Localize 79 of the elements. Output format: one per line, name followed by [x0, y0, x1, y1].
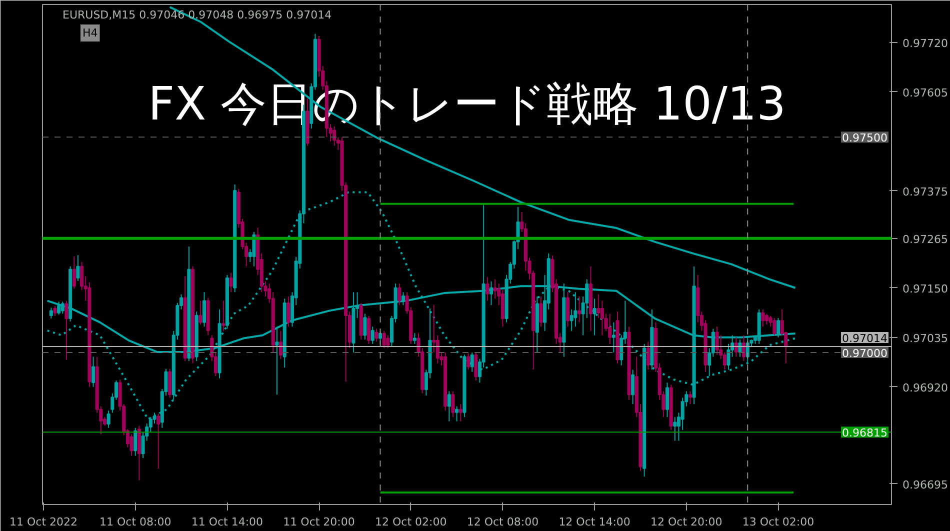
candlestick	[665, 382, 670, 418]
candlestick	[772, 318, 776, 336]
x-tick-label: 12 Oct 02:00	[375, 516, 447, 528]
candlestick	[49, 307, 53, 319]
y-tick-label: 0.97605	[902, 86, 948, 100]
y-tick-label: 0.96695	[902, 478, 948, 492]
candlestick	[458, 404, 462, 422]
x-tick-label: 13 Oct 02:00	[742, 516, 814, 528]
candlestick	[374, 328, 378, 342]
candlestick	[715, 326, 719, 356]
candlestick	[278, 330, 283, 360]
candlestick	[130, 434, 134, 456]
y-tick-label: 0.97375	[902, 185, 948, 198]
candlestick	[60, 301, 64, 314]
candlestick	[76, 254, 80, 282]
candlestick	[764, 313, 769, 325]
candlestick	[455, 406, 459, 422]
candlestick	[539, 296, 543, 328]
ref-line-label: 0.96815	[842, 426, 888, 440]
candlestick	[688, 390, 692, 405]
candlestick	[286, 296, 290, 328]
candlestick	[673, 416, 677, 442]
annotation: H4	[82, 26, 98, 40]
x-tick-label: 11 Oct 14:00	[191, 516, 264, 528]
y-tick-label: 0.97265	[902, 232, 948, 246]
candlestick	[363, 313, 367, 340]
candlestick	[451, 390, 455, 418]
candlestick	[156, 413, 160, 470]
candlestick	[470, 352, 474, 372]
candlestick	[53, 305, 57, 316]
candlestick	[466, 352, 470, 370]
candlestick	[202, 292, 206, 328]
ref-line-label: 0.97000	[842, 346, 888, 360]
candlestick	[596, 294, 600, 319]
candlestick	[646, 341, 650, 370]
candlestick	[91, 356, 96, 388]
candlestick	[398, 283, 402, 306]
candlestick	[486, 276, 490, 302]
x-tick-label: 12 Oct 14:00	[558, 516, 630, 528]
candlestick	[382, 330, 386, 349]
y-tick-label: 0.96920	[902, 381, 948, 394]
candlestick	[608, 313, 612, 344]
candlestick	[229, 272, 233, 293]
candlestick	[64, 300, 68, 360]
ref-line-label: 0.97500	[842, 132, 888, 145]
x-tick-label: 11 Oct 08:00	[100, 516, 172, 528]
x-tick-label: 12 Oct 20:00	[650, 516, 722, 528]
candlestick	[574, 292, 578, 328]
candlestick	[412, 332, 416, 344]
candlestick	[386, 334, 390, 349]
candlestick	[631, 369, 635, 405]
candlestick	[198, 300, 202, 325]
candlestick	[57, 301, 61, 316]
y-tick-label: 0.97035	[902, 332, 948, 345]
candlestick	[222, 300, 226, 332]
candlestick	[566, 292, 570, 328]
x-tick-label: 11 Oct 20:00	[283, 516, 355, 528]
candlestick	[72, 256, 76, 290]
candlestick	[370, 326, 374, 344]
candlestick	[761, 308, 765, 328]
candlestick	[493, 278, 497, 300]
candlestick	[474, 352, 478, 381]
x-tick-label: 12 Oct 08:00	[466, 516, 539, 528]
x-tick-label: 11 Oct 2022	[10, 516, 78, 528]
candlestick	[401, 292, 405, 306]
candlestick	[447, 390, 451, 422]
candlestick	[592, 298, 596, 336]
chart-subtitle: EURUSD,M15 0.97046 0.97048 0.96975 0.97014	[62, 8, 332, 22]
candlestick	[168, 368, 172, 398]
candlestick	[252, 231, 256, 267]
y-tick-label: 0.97150	[902, 282, 948, 296]
candlestick	[106, 410, 110, 428]
candlestick	[134, 427, 138, 456]
candlestick	[776, 318, 780, 338]
candlestick	[367, 315, 371, 344]
candlestick	[577, 296, 582, 323]
candlestick	[612, 322, 616, 353]
ref-line-label: 0.97014	[842, 332, 888, 345]
y-tick-label: 0.97720	[902, 36, 948, 50]
